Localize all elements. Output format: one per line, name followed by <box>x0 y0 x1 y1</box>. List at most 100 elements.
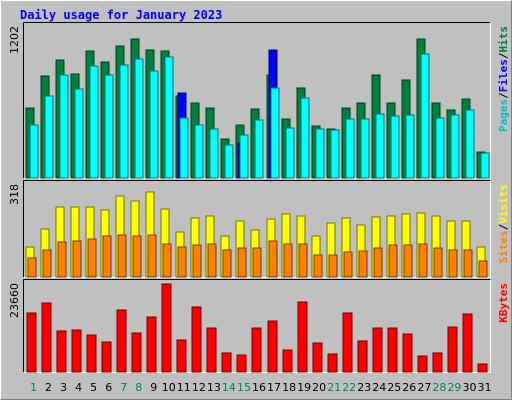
bar-sites-day-11 <box>177 246 187 278</box>
x-tick-label-15: 15 <box>237 381 251 394</box>
bar-pages-day-4 <box>74 88 84 179</box>
panel-kbytes: 23660 KBytes <box>8 279 510 373</box>
bars-kbytes <box>26 283 488 373</box>
legend-separator: / <box>497 223 510 230</box>
bar-pages-day-19 <box>300 97 310 179</box>
bar-kbytes-day-1 <box>26 312 37 373</box>
bar-sites-day-15 <box>237 247 247 278</box>
bar-pages-day-8 <box>134 58 144 179</box>
bar-kbytes-day-13 <box>206 327 217 373</box>
bar-kbytes-day-2 <box>41 302 52 373</box>
legend-entry-files: Files <box>497 59 510 92</box>
x-tick-label-10: 10 <box>162 381 176 394</box>
bar-pages-day-30 <box>465 109 475 179</box>
bar-kbytes-day-29 <box>447 326 458 373</box>
bar-kbytes-day-21 <box>327 353 338 373</box>
bar-kbytes-day-23 <box>357 340 368 373</box>
bar-pages-day-27 <box>420 53 430 179</box>
bar-sites-day-25 <box>388 244 398 278</box>
bar-kbytes-day-4 <box>71 329 82 373</box>
x-tick-label-24: 24 <box>372 381 386 394</box>
x-tick-label-6: 6 <box>105 381 112 394</box>
bar-kbytes-day-30 <box>462 313 473 373</box>
x-tick-label-13: 13 <box>207 381 221 394</box>
bar-kbytes-day-3 <box>56 330 67 373</box>
bars-hits-files-pages <box>25 38 490 179</box>
bar-sites-day-20 <box>313 254 323 278</box>
legend-separator: / <box>497 92 510 99</box>
legend-entry-sites: Sites <box>497 230 510 263</box>
x-tick-label-18: 18 <box>282 381 296 394</box>
bar-kbytes-day-8 <box>131 332 142 373</box>
bar-sites-day-22 <box>343 251 353 278</box>
bar-pages-day-20 <box>315 128 325 179</box>
bar-sites-day-5 <box>87 238 97 278</box>
bar-sites-day-1 <box>27 257 37 278</box>
bar-pages-day-3 <box>59 74 69 179</box>
legend-entry-pages: Pages <box>497 99 510 132</box>
bar-kbytes-day-18 <box>282 349 293 373</box>
bar-kbytes-day-5 <box>86 334 97 373</box>
bar-sites-day-24 <box>373 247 383 278</box>
bar-sites-day-10 <box>162 243 172 278</box>
bar-pages-day-29 <box>450 114 460 179</box>
bar-sites-day-13 <box>207 243 217 278</box>
bar-kbytes-day-26 <box>402 333 413 373</box>
legend-entry-visits: Visits <box>497 184 510 224</box>
bar-pages-day-31 <box>480 152 490 179</box>
bar-pages-day-26 <box>405 114 415 179</box>
bar-pages-day-13 <box>209 128 219 179</box>
bar-sites-day-17 <box>268 240 278 278</box>
x-tick-label-2: 2 <box>45 381 52 394</box>
bar-kbytes-day-24 <box>372 327 383 373</box>
x-tick-label-20: 20 <box>312 381 326 394</box>
bar-pages-day-2 <box>44 95 54 179</box>
bar-sites-day-2 <box>42 249 52 278</box>
x-tick-label-12: 12 <box>192 381 206 394</box>
bar-sites-day-31 <box>478 260 488 278</box>
x-tick-label-5: 5 <box>90 381 97 394</box>
x-tick-label-4: 4 <box>75 381 82 394</box>
bar-sites-day-19 <box>298 243 308 278</box>
bar-pages-day-9 <box>149 70 159 179</box>
bar-sites-day-14 <box>222 249 232 278</box>
x-tick-label-8: 8 <box>135 381 142 394</box>
legend-hits-files-pages: Pages/Files/Hits <box>497 26 510 132</box>
bars-visits-sites <box>25 191 488 278</box>
x-tick-label-11: 11 <box>177 381 191 394</box>
bar-pages-day-16 <box>254 119 264 179</box>
x-tick-label-31: 31 <box>478 381 492 394</box>
x-tick-label-14: 14 <box>222 381 236 394</box>
bar-sites-day-9 <box>147 234 157 278</box>
legend-separator: / <box>497 52 510 59</box>
bar-sites-day-16 <box>252 247 262 278</box>
bar-sites-day-30 <box>463 249 473 278</box>
bar-sites-day-28 <box>433 247 443 278</box>
bar-sites-day-23 <box>358 250 368 278</box>
bar-pages-day-18 <box>285 127 295 179</box>
bar-sites-day-8 <box>132 235 142 278</box>
bar-kbytes-day-7 <box>116 309 127 373</box>
y-max-label: 318 <box>8 184 21 205</box>
y-max-label: 23660 <box>8 283 21 318</box>
bar-kbytes-day-14 <box>221 352 232 373</box>
bar-kbytes-day-25 <box>387 327 398 373</box>
x-tick-label-9: 9 <box>150 381 157 394</box>
bar-sites-day-29 <box>448 249 458 278</box>
bar-sites-day-21 <box>328 254 338 278</box>
bar-pages-day-12 <box>194 124 204 179</box>
x-tick-label-7: 7 <box>120 381 127 394</box>
bar-pages-day-6 <box>104 74 114 179</box>
bar-pages-day-5 <box>89 65 99 179</box>
bar-pages-day-14 <box>224 144 234 179</box>
bar-kbytes-day-10 <box>161 283 172 373</box>
bar-pages-day-1 <box>29 124 39 179</box>
legend-visits-sites: Sites/Visits <box>497 184 510 264</box>
bar-pages-day-7 <box>119 64 129 179</box>
x-tick-label-22: 22 <box>342 381 356 394</box>
bar-pages-day-17 <box>270 87 280 179</box>
x-tick-label-16: 16 <box>252 381 266 394</box>
bar-kbytes-day-6 <box>101 341 112 373</box>
